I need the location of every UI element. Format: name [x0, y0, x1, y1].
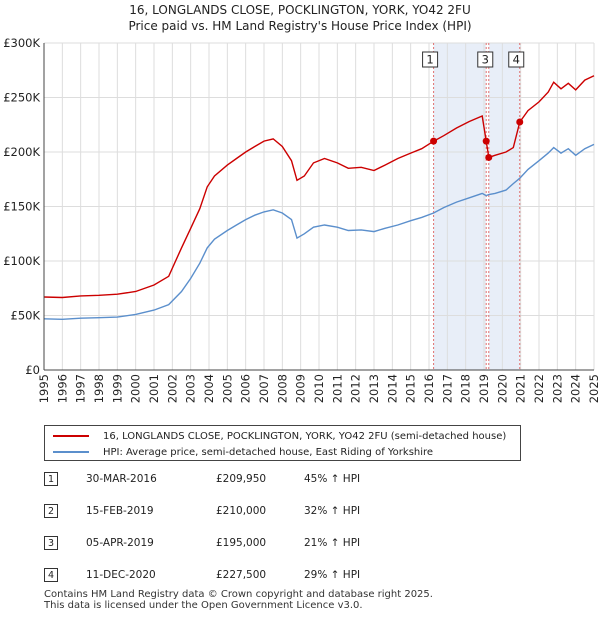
- x-tick-label: 2022: [532, 374, 546, 403]
- sale-number: 1: [44, 472, 58, 486]
- x-tick-label: 1996: [55, 374, 69, 403]
- sale-point: [485, 153, 493, 161]
- legend-swatch-property: [53, 435, 89, 437]
- sale-price: £210,000: [216, 505, 267, 517]
- x-tick-label: 2002: [165, 374, 179, 403]
- y-tick-label: £300K: [3, 36, 40, 50]
- x-tick-label: 2007: [257, 374, 271, 403]
- y-tick-label: £250K: [3, 91, 40, 105]
- x-tick-label: 2016: [422, 374, 436, 403]
- legend-item-property: 16, LONGLANDS CLOSE, POCKLINGTON, YORK, …: [53, 428, 506, 444]
- price-chart: 1 3 4 £0 £50K £100K £150K £200K £250K £300K 1995 19…: [3, 36, 600, 403]
- sale-number-box-label: 3: [482, 53, 489, 67]
- sale-number: 4: [44, 568, 58, 582]
- x-tick-label: 2021: [514, 374, 528, 403]
- x-tick-label: 2025: [587, 374, 600, 403]
- x-tick-label: 2008: [275, 374, 289, 403]
- x-tick-label: 2004: [202, 374, 216, 403]
- sale-date: 05-APR-2019: [86, 537, 154, 549]
- y-tick-label: £200K: [3, 145, 40, 159]
- y-tick-label: £50K: [11, 309, 41, 323]
- x-tick-label: 2014: [385, 374, 399, 403]
- sale-number-box-label: 4: [513, 53, 520, 67]
- sale-price: £195,000: [216, 537, 267, 549]
- y-tick-label: £100K: [3, 254, 40, 268]
- sale-number: 2: [44, 504, 58, 518]
- property-series-line: [43, 75, 595, 299]
- sale-hpi-change: 32% ↑ HPI: [304, 505, 361, 517]
- sale-price: £209,950: [216, 473, 267, 485]
- sale-number-box: [422, 51, 439, 68]
- sale-number-box: [477, 51, 494, 68]
- x-tick-label: 1997: [74, 374, 88, 403]
- x-tick-label: 2010: [312, 374, 326, 403]
- footer: Contains HM Land Registry data © Crown c…: [44, 589, 433, 611]
- x-tick-label: 2020: [495, 374, 509, 403]
- sale-row: 4 11-DEC-2020 £227,500 29% ↑ HPI: [44, 568, 404, 584]
- sale-date: 11-DEC-2020: [86, 569, 156, 581]
- chart-title: 16, LONGLANDS CLOSE, POCKLINGTON, YORK, …: [129, 3, 471, 17]
- sale-price: £227,500: [216, 569, 267, 581]
- sale-point: [516, 118, 524, 126]
- footer-copyright: Contains HM Land Registry data © Crown c…: [44, 589, 433, 600]
- legend-swatch-hpi: [53, 451, 89, 453]
- x-tick-label: 2012: [349, 374, 363, 403]
- x-tick-label: 1995: [37, 374, 51, 403]
- x-tick-label: 2011: [330, 374, 344, 403]
- legend: 16, LONGLANDS CLOSE, POCKLINGTON, YORK, …: [44, 425, 521, 461]
- x-tick-label: 2013: [367, 374, 381, 403]
- x-tick-label: 2000: [129, 374, 143, 403]
- legend-item-hpi: HPI: Average price, semi-detached house,…: [53, 444, 433, 460]
- x-tick-label: 2001: [147, 374, 161, 403]
- y-tick-label: £0: [25, 363, 40, 377]
- x-tick-label: 2023: [550, 374, 564, 403]
- chart-subtitle: Price paid vs. HM Land Registry's House …: [128, 19, 472, 33]
- x-tick-label: 2009: [294, 374, 308, 403]
- sale-hpi-change: 45% ↑ HPI: [304, 473, 361, 485]
- x-tick-label: 1999: [110, 374, 124, 403]
- x-tick-label: 2019: [477, 374, 491, 403]
- x-tick-label: 2015: [404, 374, 418, 403]
- sale-hpi-change: 29% ↑ HPI: [304, 569, 361, 581]
- sale-point: [482, 137, 490, 145]
- x-tick-label: 2018: [459, 374, 473, 403]
- x-tick-label: 1998: [92, 374, 106, 403]
- y-tick-label: £150K: [3, 200, 40, 214]
- sale-date: 15-FEB-2019: [86, 505, 154, 517]
- legend-label-property: 16, LONGLANDS CLOSE, POCKLINGTON, YORK, …: [103, 430, 507, 442]
- sale-date: 30-MAR-2016: [86, 473, 157, 485]
- sale-point: [430, 137, 438, 145]
- sale-number-box: [508, 51, 525, 68]
- x-tick-label: 2017: [440, 374, 454, 403]
- sale-row: 2 15-FEB-2019 £210,000 32% ↑ HPI: [44, 504, 404, 520]
- sale-number: 3: [44, 536, 58, 550]
- x-tick-label: 2024: [569, 374, 583, 403]
- sale-hpi-change: 21% ↑ HPI: [304, 537, 361, 549]
- sale-row: 1 30-MAR-2016 £209,950 45% ↑ HPI: [44, 472, 404, 488]
- sale-number-box-label: 1: [426, 53, 433, 67]
- x-tick-label: 2003: [184, 374, 198, 403]
- x-tick-label: 2006: [239, 374, 253, 403]
- legend-label-hpi: HPI: Average price, semi-detached house,…: [103, 446, 434, 458]
- hpi-series-line: [43, 143, 595, 321]
- sale-row: 3 05-APR-2019 £195,000 21% ↑ HPI: [44, 536, 404, 552]
- footer-licence: This data is licensed under the Open Gov…: [44, 600, 363, 611]
- x-tick-label: 2005: [220, 374, 234, 403]
